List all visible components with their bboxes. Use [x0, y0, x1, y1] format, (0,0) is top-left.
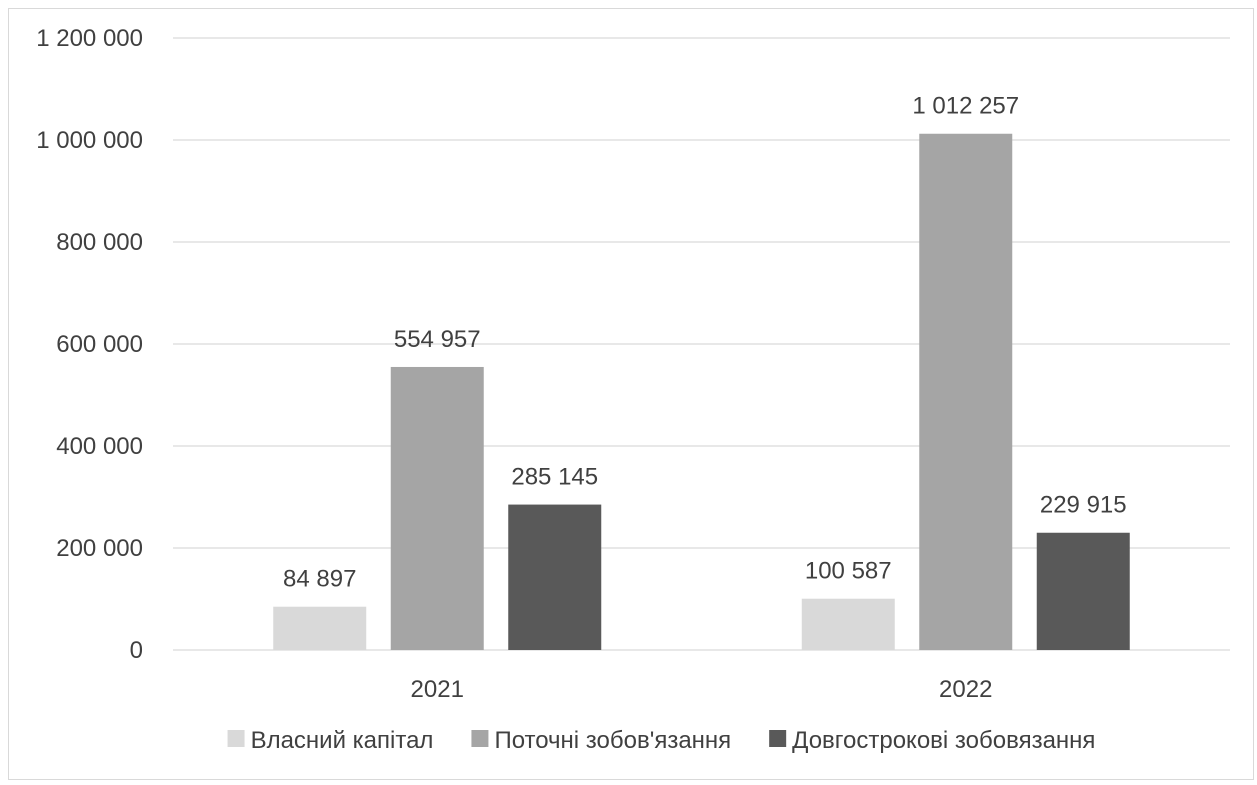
bar	[801, 598, 895, 650]
data-label: 229 915	[1040, 492, 1127, 519]
bars	[273, 133, 1130, 651]
bar	[919, 133, 1013, 651]
y-tick-label: 1 000 000	[36, 127, 143, 154]
y-tick-label: 400 000	[56, 433, 143, 460]
legend-label: Поточні зобов'язання	[494, 727, 731, 754]
bar	[1036, 532, 1130, 650]
bar	[508, 504, 602, 650]
y-tick-label: 800 000	[56, 229, 143, 256]
legend: Власний капітал Поточні зобов'язання Довго…	[227, 727, 1095, 754]
legend-label: Власний капітал	[251, 727, 434, 754]
x-tick-label: 2021	[411, 676, 464, 703]
data-label: 100 587	[805, 558, 892, 585]
bar	[273, 606, 367, 650]
legend-swatch	[227, 730, 245, 747]
legend-swatch	[769, 730, 787, 747]
data-label: 84 897	[283, 566, 356, 593]
legend-swatch	[471, 730, 489, 747]
data-label: 285 145	[511, 464, 598, 491]
x-axis-ticks: 2021 2022	[411, 676, 993, 703]
data-label: 1 012 257	[912, 93, 1019, 120]
y-tick-label: 0	[130, 637, 143, 664]
y-tick-label: 1 200 000	[36, 25, 143, 52]
data-labels: 84 897 554 957 285 145 100 587 1 012 257 229 …	[283, 93, 1127, 593]
y-tick-label: 200 000	[56, 535, 143, 562]
x-tick-label: 2022	[939, 676, 992, 703]
legend-label: Довгострокові зобовязання	[792, 727, 1095, 754]
bar	[390, 366, 484, 650]
y-tick-label: 600 000	[56, 331, 143, 358]
data-label: 554 957	[394, 326, 481, 353]
y-axis-ticks: 0 200 000 400 000 600 000 800 000 1 000 000 1 …	[36, 25, 143, 664]
chart-frame	[8, 8, 1254, 780]
